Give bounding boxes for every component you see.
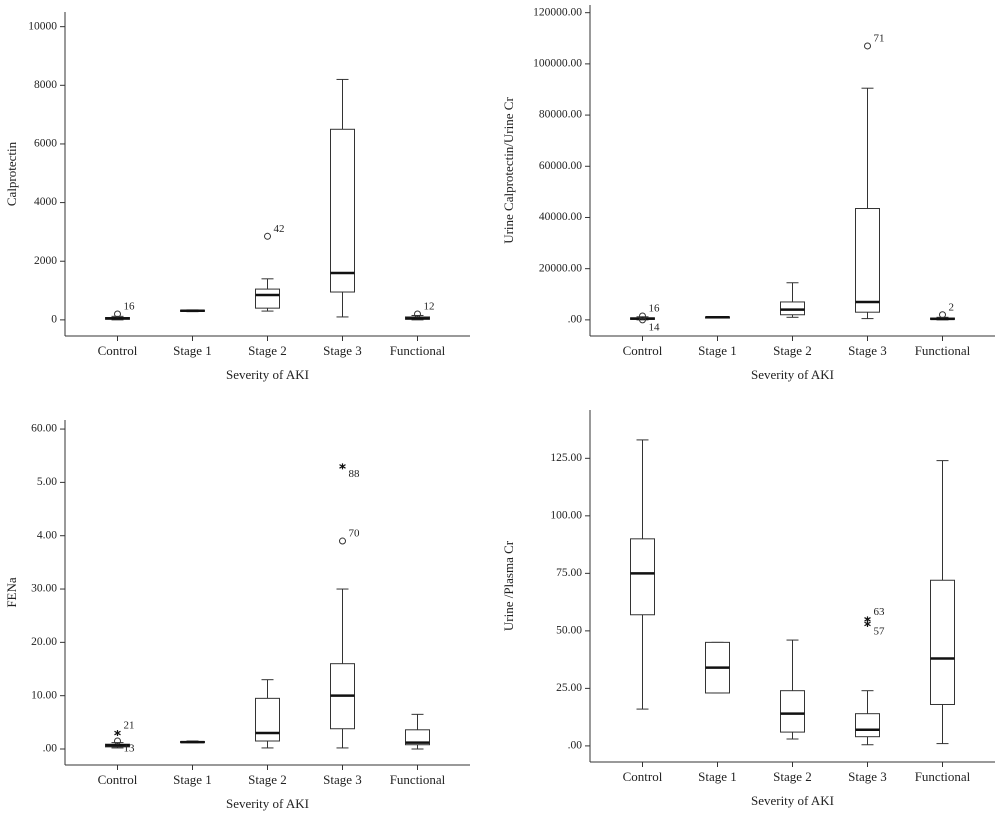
x-tick-label: Stage 1	[698, 343, 737, 358]
x-tick-label: Control	[98, 343, 138, 358]
outlier-label: 21	[124, 720, 135, 732]
outlier-label: 70	[349, 528, 361, 540]
x-tick-label: Stage 3	[323, 772, 362, 787]
outlier-label: 42	[274, 223, 285, 235]
x-tick-label: Stage 2	[773, 343, 812, 358]
x-tick-label: Stage 3	[848, 343, 887, 358]
y-tick-label: 0	[51, 314, 57, 326]
x-axis-title: Severity of AKI	[751, 793, 834, 808]
y-tick-label: 30.00	[31, 583, 57, 595]
outlier-label: 16	[649, 303, 661, 315]
y-axis-title: Calprotectin	[4, 141, 19, 206]
y-tick-label: 100000.00	[533, 58, 582, 70]
x-tick-label: Control	[623, 769, 663, 784]
y-tick-label: 10.00	[31, 689, 57, 701]
x-tick-label: Stage 2	[248, 343, 287, 358]
outlier-circle	[114, 310, 121, 318]
x-tick-label: Stage 3	[848, 769, 887, 784]
outlier-label: 57	[874, 625, 886, 637]
outlier-label: 13	[124, 743, 136, 755]
outlier-circle	[639, 312, 646, 320]
x-tick-label: Functional	[390, 772, 446, 787]
outlier-label: 88	[349, 468, 361, 480]
y-tick-label: 125.00	[550, 452, 582, 464]
y-tick-label: 75.00	[556, 567, 582, 579]
outlier-star	[114, 730, 121, 737]
x-tick-label: Stage 1	[173, 772, 212, 787]
y-tick-label: 4000	[34, 196, 57, 208]
box	[630, 538, 655, 616]
box	[855, 208, 880, 313]
y-axis-title: Urine /Plasma Cr	[501, 540, 516, 631]
box	[855, 713, 880, 738]
y-tick-label: 2000	[34, 255, 57, 267]
outlier-circle	[864, 42, 871, 50]
outlier-circle	[414, 310, 421, 318]
box	[930, 579, 955, 705]
y-tick-label: 60000.00	[539, 160, 582, 172]
x-axis-title: Severity of AKI	[751, 367, 834, 382]
y-axis-title: Urine Calprotectin/Urine Cr	[501, 97, 516, 244]
y-tick-label: 60.00	[31, 423, 57, 435]
outlier-star	[339, 463, 346, 470]
y-tick-label: 4.00	[37, 529, 57, 541]
box	[255, 697, 280, 742]
x-axis-title: Severity of AKI	[226, 796, 309, 811]
outlier-circle	[639, 316, 646, 324]
x-tick-label: Stage 3	[323, 343, 362, 358]
x-tick-label: Stage 2	[248, 772, 287, 787]
outlier-circle	[339, 537, 346, 545]
box	[330, 128, 355, 293]
y-tick-label: 25.00	[556, 682, 582, 694]
box	[255, 288, 280, 309]
y-tick-label: 10000	[28, 20, 57, 32]
y-tick-label: 40000.00	[539, 211, 582, 223]
outlier-label: 2	[949, 301, 955, 313]
x-tick-label: Functional	[390, 343, 446, 358]
outlier-label: 71	[874, 32, 885, 44]
outlier-circle	[939, 311, 946, 319]
y-tick-label: 120000.00	[533, 6, 582, 18]
y-tick-label: 8000	[34, 79, 57, 91]
y-tick-label: 50.00	[556, 625, 582, 637]
x-tick-label: Stage 2	[773, 769, 812, 784]
outlier-label: 12	[424, 301, 435, 313]
outlier-circle	[264, 232, 271, 240]
y-tick-label: .00	[568, 740, 583, 752]
y-tick-label: 20.00	[31, 636, 57, 648]
x-tick-label: Stage 1	[173, 343, 212, 358]
y-tick-label: 20000.00	[539, 262, 582, 274]
x-axis-title: Severity of AKI	[226, 367, 309, 382]
outlier-label: 63	[874, 606, 886, 618]
y-tick-label: 5.00	[37, 476, 57, 488]
y-tick-label: 6000	[34, 138, 57, 150]
y-tick-label: .00	[43, 743, 58, 755]
y-tick-label: 80000.00	[539, 109, 582, 121]
outlier-circle	[114, 737, 121, 745]
x-tick-label: Functional	[915, 769, 971, 784]
x-tick-label: Control	[98, 772, 138, 787]
x-tick-label: Control	[623, 343, 663, 358]
y-tick-label: 100.00	[550, 509, 582, 521]
outlier-label: 16	[124, 301, 136, 313]
x-tick-label: Functional	[915, 343, 971, 358]
outlier-star	[864, 620, 871, 627]
box	[780, 301, 805, 316]
box	[780, 690, 805, 733]
outlier-label: 14	[649, 321, 661, 333]
box	[405, 729, 430, 746]
x-tick-label: Stage 1	[698, 769, 737, 784]
y-axis-title: FENa	[4, 577, 19, 608]
y-tick-label: .00	[568, 314, 583, 326]
